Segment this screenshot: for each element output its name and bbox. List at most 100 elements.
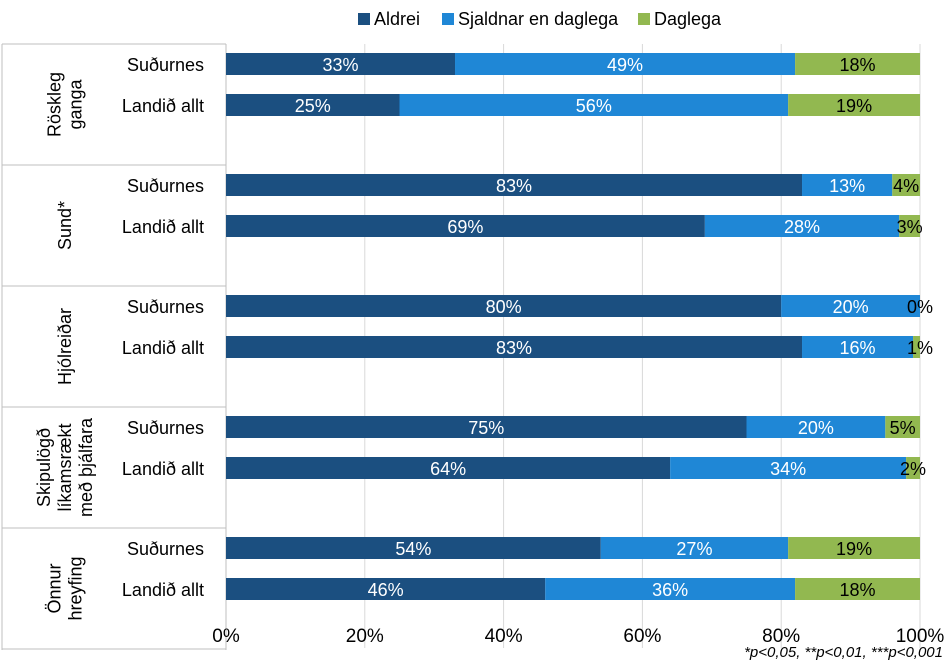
legend-label: Sjaldnar en daglega — [458, 9, 619, 29]
bar-data-labels: 33% 49% 18% 25% 56% 19% 83% 13% 4% 69% 28% 3% 80% 20%… — [295, 55, 933, 600]
bar-segment-sjaldnar-en-daglega — [455, 53, 796, 75]
x-tick-label: 60% — [623, 626, 661, 647]
group-label-line: Hjólreiðar — [55, 308, 75, 385]
x-tick-label: 40% — [485, 626, 523, 647]
row-label: Landið allt — [122, 459, 204, 479]
bar-segment-daglega — [795, 53, 920, 75]
legend-swatch — [442, 13, 454, 25]
group-label-line: líkamsrækt — [55, 423, 75, 511]
bar-segment-daglega — [892, 174, 920, 196]
data-label: 34% — [770, 459, 806, 479]
row-label: Landið allt — [122, 96, 204, 116]
data-label: 25% — [295, 96, 331, 116]
bar-segment-daglega — [906, 457, 920, 479]
row-label: Suðurnes — [127, 176, 204, 196]
group-label-line: ganga — [66, 78, 86, 129]
legend-label: Aldrei — [374, 9, 420, 29]
data-label: 49% — [607, 55, 643, 75]
bar-segment-sjaldnar-en-daglega — [802, 336, 914, 358]
group-label: Rösklegganga — [45, 72, 86, 137]
bar-segment-aldrei — [226, 537, 601, 559]
bar-segment-daglega — [899, 215, 920, 237]
group-label-line: með þjálfara — [76, 417, 96, 517]
bar-segment-sjaldnar-en-daglega — [600, 537, 789, 559]
data-label: 18% — [840, 55, 876, 75]
data-label: 4% — [893, 176, 919, 196]
x-tick-label: 20% — [346, 626, 384, 647]
bar-segment-sjaldnar-en-daglega — [802, 174, 893, 196]
bar-segment-daglega — [795, 578, 920, 600]
bar-segment-aldrei — [226, 215, 705, 237]
row-label: Suðurnes — [127, 539, 204, 559]
data-label: 19% — [836, 539, 872, 559]
data-label: 28% — [784, 217, 820, 237]
significance-footnote: *p<0,05, **p<0,01, ***p<0,001 — [744, 644, 943, 661]
data-label: 83% — [496, 338, 532, 358]
group-label-line: Röskleg — [45, 72, 65, 137]
bar-segment-sjaldnar-en-daglega — [704, 215, 900, 237]
data-label: 33% — [322, 55, 358, 75]
bar-segment-aldrei — [226, 295, 782, 317]
data-label: 80% — [486, 297, 522, 317]
row-label: Landið allt — [122, 580, 204, 600]
bar-segment-aldrei — [226, 457, 671, 479]
bar-segment-aldrei — [226, 336, 803, 358]
bar-segment-aldrei — [226, 578, 546, 600]
legend-swatch — [358, 13, 370, 25]
legend-label: Daglega — [654, 9, 722, 29]
bar-segment-sjaldnar-en-daglega — [670, 457, 907, 479]
group-label: Sund* — [55, 201, 75, 250]
x-tick-label: 100% — [896, 626, 945, 647]
data-label: 75% — [468, 418, 504, 438]
group-label-line: Sund* — [55, 201, 75, 250]
legend: Aldrei Sjaldnar en daglega Daglega — [358, 9, 722, 29]
bar-segment-sjaldnar-en-daglega — [781, 295, 920, 317]
data-label: 13% — [829, 176, 865, 196]
bar-segment-sjaldnar-en-daglega — [399, 94, 789, 116]
data-label: 18% — [840, 580, 876, 600]
data-label: 20% — [798, 418, 834, 438]
x-tick-label: 80% — [762, 626, 800, 647]
bar-segment-aldrei — [226, 416, 747, 438]
group-label-line: Önnur — [45, 563, 65, 613]
data-label: 20% — [833, 297, 869, 317]
bar-segment-aldrei — [226, 94, 400, 116]
bar-segment-daglega — [885, 416, 920, 438]
group-label: Hjólreiðar — [55, 308, 75, 385]
data-label: 69% — [447, 217, 483, 237]
bar-segment-sjaldnar-en-daglega — [746, 416, 886, 438]
bar-segment-daglega — [788, 94, 920, 116]
group-label: Skipulögðlíkamsræktmeð þjálfara — [34, 417, 96, 517]
data-label: 36% — [652, 580, 688, 600]
bar-segment-sjaldnar-en-daglega — [545, 578, 796, 600]
data-label: 56% — [576, 96, 612, 116]
category-labels: Suðurnes Landið allt Rösklegganga Suðurnes L… — [34, 55, 204, 621]
data-label: 2% — [900, 459, 926, 479]
data-label: 0% — [907, 297, 933, 317]
data-label: 27% — [676, 539, 712, 559]
group-label: Önnurhreyfing — [45, 556, 86, 620]
row-label: Suðurnes — [127, 55, 204, 75]
bar-segment-daglega — [913, 336, 920, 358]
row-label: Landið allt — [122, 338, 204, 358]
data-label: 83% — [496, 176, 532, 196]
data-label: 64% — [430, 459, 466, 479]
data-label: 1% — [907, 338, 933, 358]
data-label: 46% — [368, 580, 404, 600]
group-label-line: Skipulögð — [34, 428, 54, 507]
data-label: 5% — [890, 418, 916, 438]
bars — [226, 53, 920, 600]
row-label: Suðurnes — [127, 418, 204, 438]
x-tick-label: 0% — [212, 626, 240, 647]
legend-swatch — [638, 13, 650, 25]
data-label: 3% — [897, 217, 923, 237]
row-label: Suðurnes — [127, 297, 204, 317]
bar-segment-aldrei — [226, 53, 456, 75]
data-label: 16% — [840, 338, 876, 358]
bar-segment-daglega — [788, 537, 920, 559]
x-axis: 0% 20% 40% 60% 80% 100% — [212, 626, 944, 647]
row-label: Landið allt — [122, 217, 204, 237]
data-label: 19% — [836, 96, 872, 116]
bar-segment-aldrei — [226, 174, 803, 196]
